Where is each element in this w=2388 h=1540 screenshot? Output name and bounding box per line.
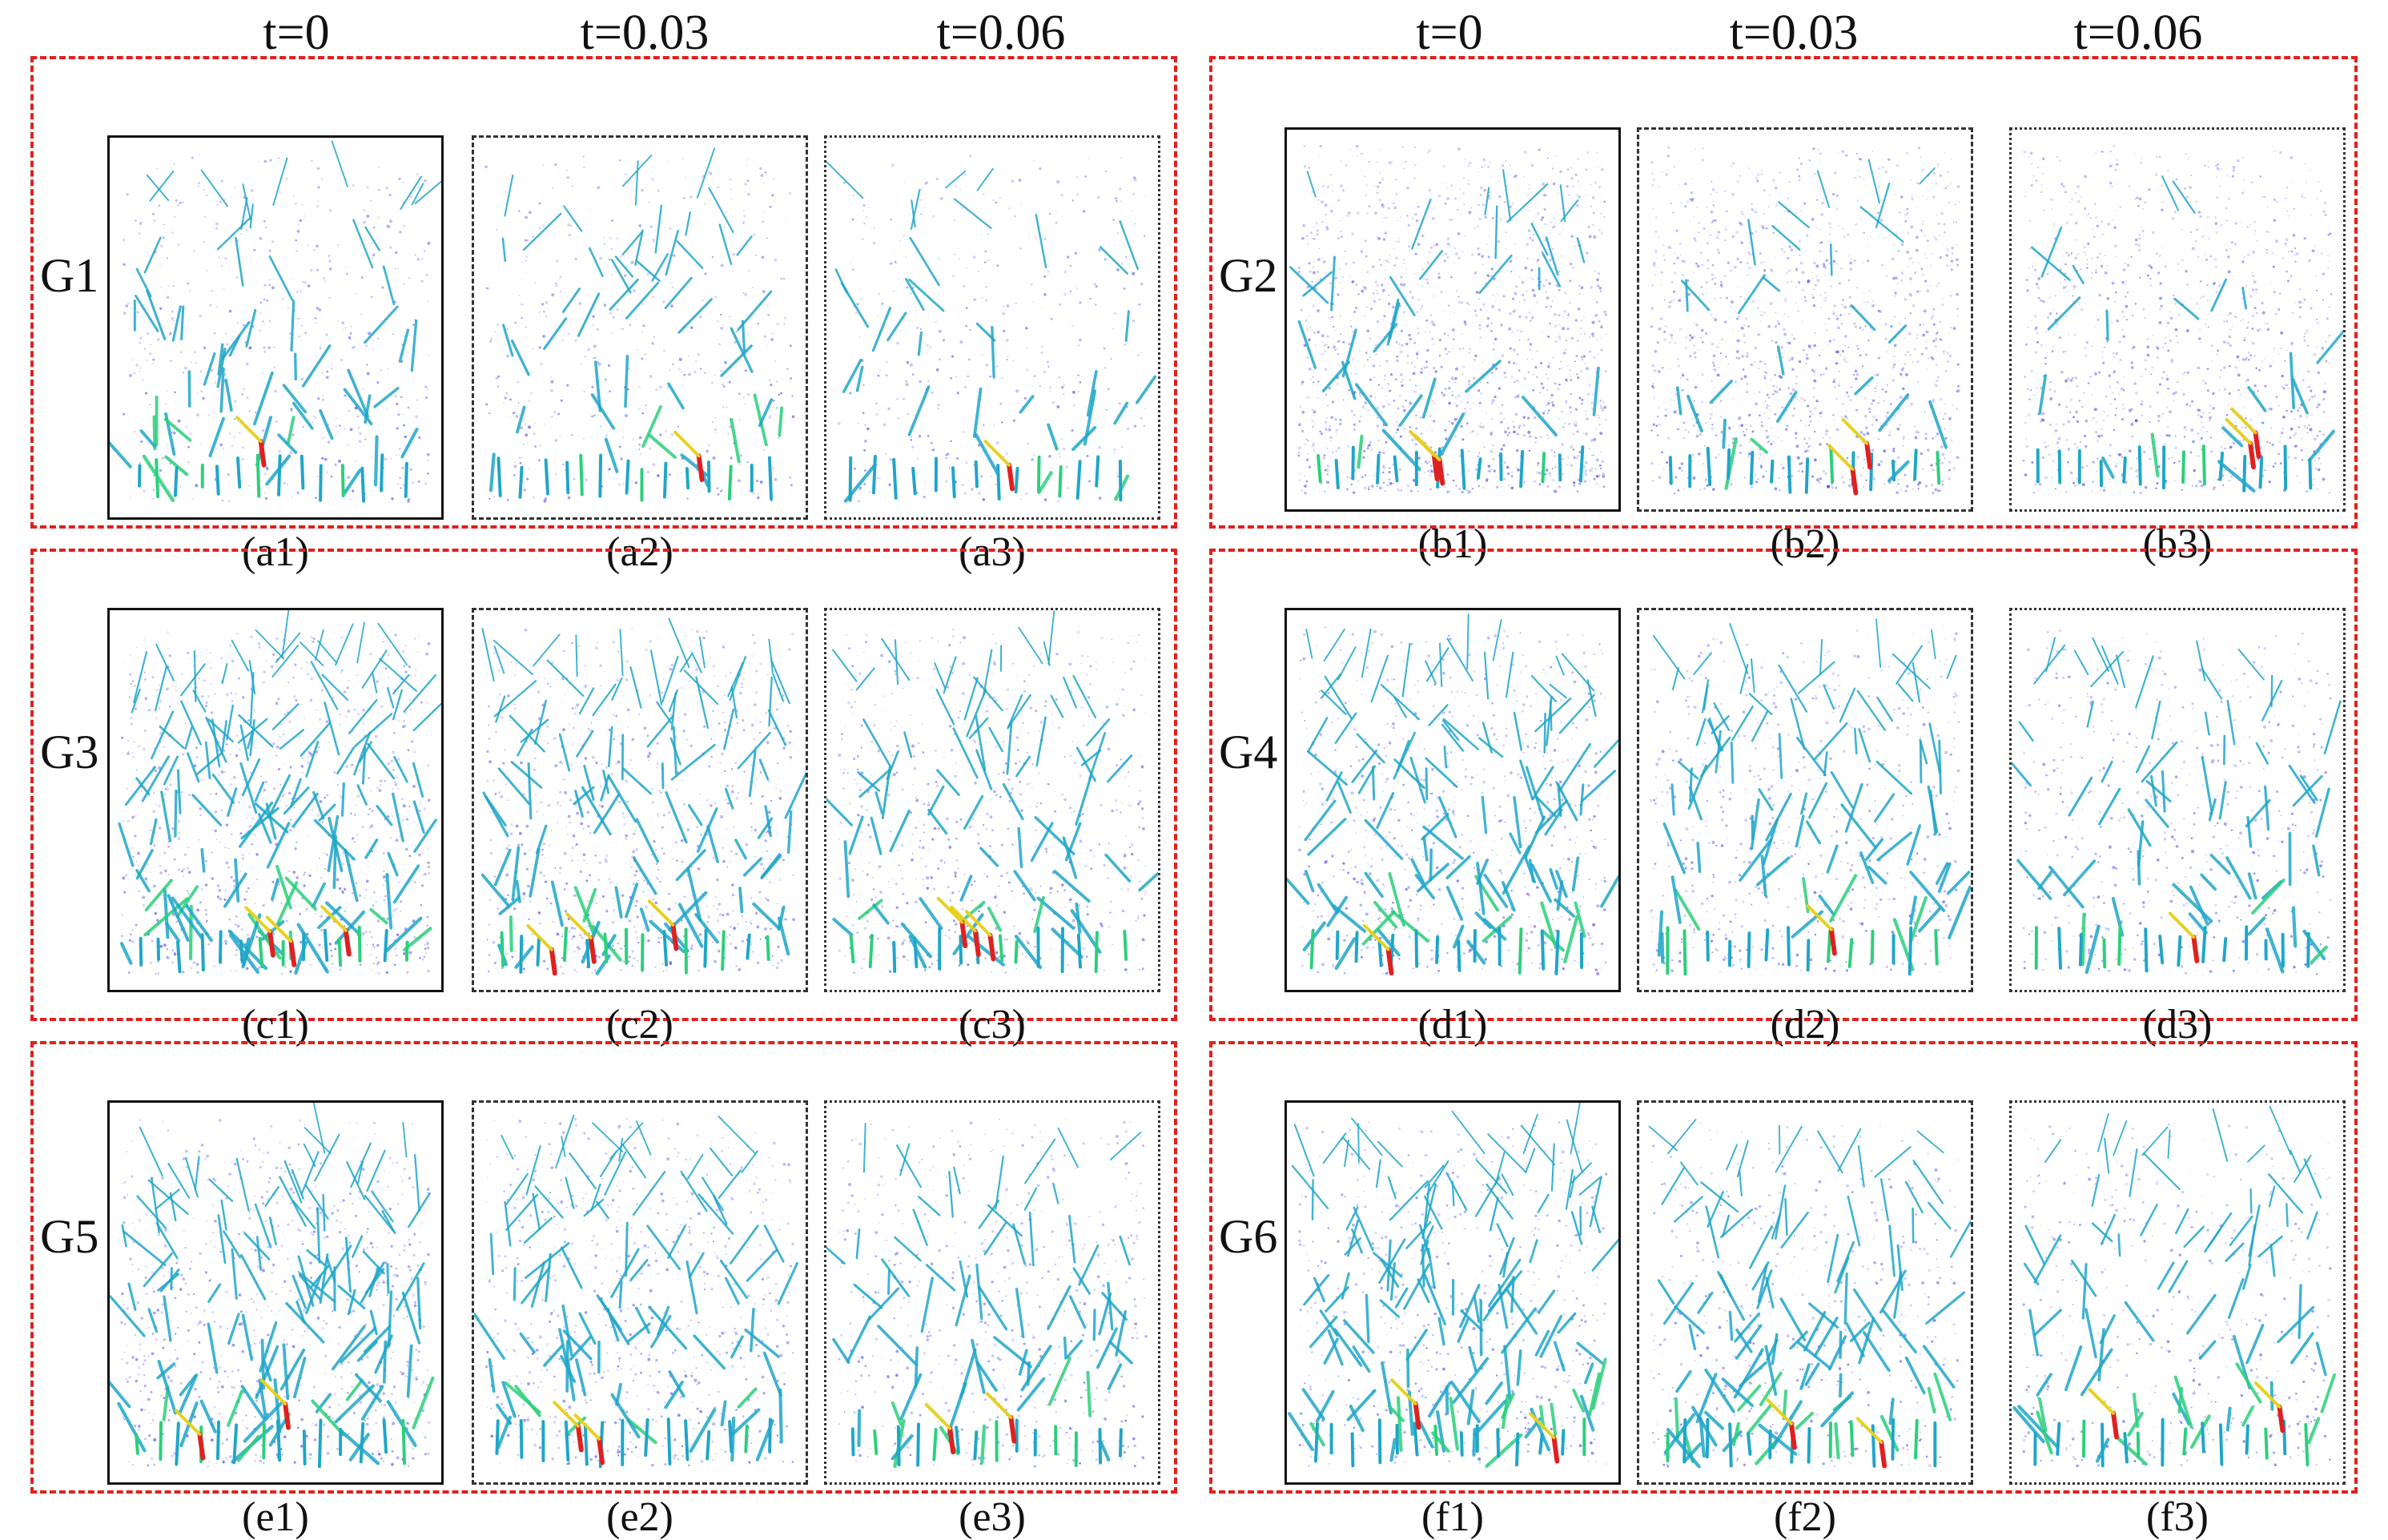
panel-c2: [472, 608, 808, 992]
crack-network-plot: [1639, 1103, 1971, 1482]
particle-cloud: [2022, 145, 2333, 494]
group-label: G2: [1219, 251, 1277, 300]
particle-cloud: [2022, 1124, 2331, 1468]
particle-cloud: [2023, 629, 2332, 975]
group-label: G4: [1219, 728, 1277, 776]
crack-lines: [119, 610, 441, 973]
panel-e2: [472, 1100, 808, 1485]
particle-cloud: [120, 1119, 430, 1467]
crack-network-plot: [826, 1103, 1158, 1482]
crack-network-plot: [1639, 610, 1971, 990]
crack-lines: [110, 141, 441, 501]
group-box-g3: G3(c1)(c2)(c3): [30, 549, 1177, 1021]
group-box-g4: G4(d1)(d2)(d3): [1209, 549, 2358, 1021]
group-box-g1: G1(a1)(a2)(a3): [30, 56, 1177, 529]
crack-network-plot: [2012, 130, 2343, 509]
group-label: G1: [40, 251, 98, 300]
crack-lines: [1654, 619, 1970, 974]
group-box-g5: G5(e1)(e2)(e3): [30, 1041, 1177, 1494]
panel-f3: [2009, 1100, 2346, 1485]
panel-label: (e3): [912, 1497, 1072, 1538]
panel-f1: [1284, 1100, 1621, 1485]
crack-lines: [2032, 176, 2343, 491]
crack-network-plot: [2012, 610, 2343, 990]
crack-network-plot: [474, 138, 806, 517]
crack-network-plot: [110, 1103, 441, 1482]
group-label: G3: [40, 728, 98, 776]
time-label-left-3: t=0.06: [881, 8, 1121, 58]
group-label: G5: [40, 1212, 98, 1261]
panel-label: (e1): [195, 1497, 356, 1538]
panel-e3: [824, 1100, 1160, 1485]
panel-b2: [1637, 127, 1973, 512]
particle-cloud: [1650, 147, 1960, 494]
panel-label: (c1): [195, 1004, 356, 1046]
time-label-left-2: t=0.03: [525, 8, 765, 58]
panel-label: (c3): [912, 1004, 1072, 1046]
particle-cloud: [486, 628, 795, 974]
panel-label: (d2): [1725, 1004, 1885, 1046]
crack-network-plot: [2012, 1103, 2343, 1482]
panel-d3: [2009, 608, 2346, 992]
crack-lines: [1290, 170, 1598, 489]
panel-label: (d3): [2097, 1004, 2257, 1046]
crack-lines: [491, 148, 782, 500]
group-box-g6: G6(f1)(f2)(f3): [1209, 1041, 2358, 1494]
crack-network-plot: [110, 138, 441, 517]
panel-f2: [1637, 1100, 1973, 1485]
time-label-right-1: t=0: [1329, 8, 1570, 58]
panel-b1: [1284, 127, 1621, 512]
panel-label: (c2): [560, 1004, 720, 1046]
crack-network-plot: [1287, 130, 1618, 509]
time-label-right-3: t=0.06: [2018, 8, 2258, 58]
group-label: G6: [1219, 1212, 1277, 1261]
panel-label: (f1): [1373, 1497, 1533, 1538]
crack-network-plot: [474, 1103, 806, 1482]
time-label-right-2: t=0.03: [1674, 8, 1914, 58]
panel-label: (f2): [1725, 1497, 1885, 1538]
crack-lines: [826, 159, 1155, 501]
crack-lines: [474, 1116, 797, 1466]
panel-c1: [107, 608, 444, 992]
panel-a2: [472, 135, 808, 520]
panel-a3: [824, 135, 1160, 520]
crack-network-plot: [826, 610, 1158, 990]
panel-a1: [107, 135, 444, 520]
crack-lines: [110, 1103, 432, 1466]
panel-label: (d1): [1373, 1004, 1533, 1046]
crack-lines: [1289, 1103, 1618, 1466]
crack-network-plot: [1287, 1103, 1618, 1482]
crack-network-plot: [1639, 130, 1971, 509]
particle-cloud: [1298, 145, 1607, 495]
group-box-g2: G2(b1)(b2)(b3): [1209, 56, 2358, 529]
panel-b3: [2009, 127, 2346, 512]
panel-label: (e2): [560, 1497, 720, 1538]
crack-lines: [1670, 159, 1946, 493]
particle-cloud: [838, 1119, 1148, 1468]
particle-cloud: [123, 154, 430, 503]
panel-label: (f3): [2097, 1497, 2257, 1538]
panel-d1: [1284, 608, 1621, 992]
particle-cloud: [484, 155, 794, 502]
panel-d2: [1637, 608, 1973, 992]
panel-e1: [107, 1100, 444, 1485]
crack-network-plot: [826, 138, 1158, 517]
crack-lines: [1650, 1120, 1971, 1466]
time-label-left-1: t=0: [176, 8, 416, 58]
crack-network-plot: [474, 610, 806, 990]
crack-lines: [2014, 1107, 2334, 1466]
panel-c3: [824, 608, 1160, 992]
crack-network-plot: [110, 610, 441, 990]
crack-lines: [826, 611, 1158, 971]
crack-lines: [826, 1124, 1140, 1466]
crack-network-plot: [1287, 610, 1618, 990]
